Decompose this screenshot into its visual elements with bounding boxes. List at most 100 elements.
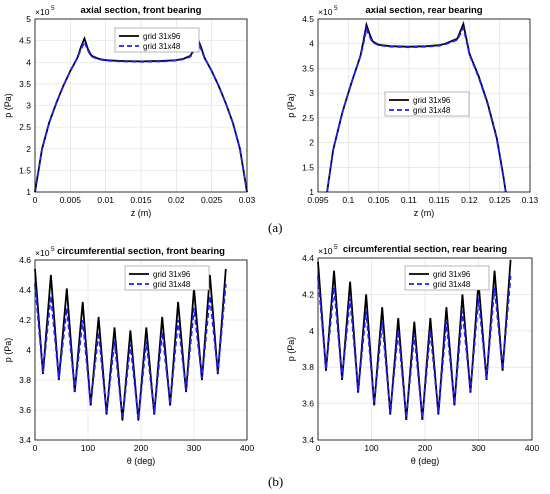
x-tick-label: 400 [240,443,254,453]
y-axis-label: p (Pa) [286,337,296,362]
legend-label-2: grid 31x48 [433,280,471,289]
x-tick-label: 0.005 [60,195,82,205]
x-tick-label: 0.125 [489,195,511,205]
axes-frame [317,18,531,193]
x-tick-label: 0.03 [239,195,256,205]
x-tick-label: 0 [33,195,38,205]
series-line-2 [326,25,507,193]
chart-2: 0.095 0.1 0.105 0.11 0.115 0.12 0.125 0.13 1 1.5 2… [286,5,539,218]
y-tick-label: 4.2 [302,289,314,299]
x-axis-label: z (m) [414,208,435,218]
x-tick-label: 0.02 [168,195,185,205]
x-tick-label: 0.13 [522,195,539,205]
y-tick-label: 2.5 [302,113,314,123]
x-axis-label: θ (deg) [127,456,156,466]
y-tick-label: 1.5 [19,165,31,175]
x-tick-label: 0.105 [368,195,390,205]
y-axis-label: p (Pa) [3,93,13,118]
axes-frame [34,18,248,193]
subfigure-label-b: (b) [268,474,284,489]
y-tick-label: 1 [309,187,314,197]
exponent-power: 5 [334,5,338,12]
y-tick-label: 3.4 [302,435,314,445]
y-tick-label: 4.6 [19,255,31,265]
x-tick-label: 200 [418,443,432,453]
legend-label-1: grid 31x96 [143,32,181,41]
legend-box [404,265,490,291]
exponent-label: ×10 [35,248,50,258]
x-tick-label: 200 [134,443,148,453]
series-line-2 [317,276,512,419]
series-line-2 [34,283,227,420]
y-tick-label: 1 [26,187,31,197]
chart-title: axial section, rear bearing [365,5,482,16]
subfigure-label-a: (a) [268,220,283,235]
y-tick-label: 4.5 [19,36,31,46]
chart-3: 0 100 200 300 400 3.4 3.6 3.8 4 4.2 4.4 4.6 circumfe… [3,246,254,466]
y-tick-label: 3.5 [302,63,314,73]
x-tick-label: 0.1 [342,195,354,205]
x-tick-label: 0.115 [429,195,450,205]
legend-box [124,265,210,291]
x-axis-label: z (m) [131,208,152,218]
chart-title: circumferential section, rear bearing [343,244,507,255]
y-tick-label: 3.6 [19,405,31,415]
exponent-label: ×10 [318,7,333,17]
axes-frame [34,259,248,441]
x-tick-label: 0.015 [130,195,152,205]
y-tick-label: 3 [26,101,31,111]
x-tick-label: 100 [81,443,95,453]
x-tick-label: 300 [471,443,485,453]
y-tick-label: 3.4 [19,435,31,445]
y-tick-label: 3 [309,88,314,98]
y-tick-label: 3.5 [19,79,31,89]
y-tick-label: 4 [309,326,314,336]
y-tick-label: 4.4 [19,285,31,295]
y-tick-label: 3.6 [302,399,314,409]
legend-label-2: grid 31x48 [153,280,191,289]
y-tick-label: 3.8 [302,362,314,372]
y-tick-label: 4.2 [19,315,31,325]
y-tick-label: 3.8 [19,375,31,385]
exponent-label: ×10 [35,7,50,17]
y-tick-label: 1.5 [302,162,314,172]
y-axis-label: p (Pa) [3,338,13,363]
x-tick-label: 0.025 [201,195,223,205]
x-tick-label: 0.01 [97,195,114,205]
exponent-label: ×10 [318,246,333,256]
x-tick-label: 0 [316,443,321,453]
legend-box [114,27,200,53]
chart-title: circumferential section, front bearing [57,246,225,257]
x-tick-label: 0.095 [307,195,329,205]
exponent-power: 5 [334,244,338,251]
y-tick-label: 4 [26,345,31,355]
x-tick-label: 0.12 [461,195,478,205]
y-tick-label: 4 [309,39,314,49]
chart-4: 0 100 200 300 400 3.4 3.6 3.8 4 4.2 4.4 circumferen… [286,244,539,466]
series-line-2 [34,39,248,193]
x-tick-label: 300 [187,443,201,453]
y-tick-label: 4.4 [302,253,314,263]
x-tick-label: 400 [525,443,539,453]
legend-label-1: grid 31x96 [153,270,191,279]
exponent-power: 5 [51,246,55,253]
y-axis-label: p (Pa) [286,93,296,118]
x-tick-label: 100 [364,443,378,453]
legend-label-2: grid 31x48 [413,106,451,115]
y-tick-label: 4 [26,57,31,67]
y-tick-label: 2 [309,138,314,148]
y-tick-label: 5 [26,14,31,24]
legend-label-1: grid 31x96 [413,96,451,105]
chart-title: axial section, front bearing [81,5,202,16]
y-tick-label: 2 [26,144,31,154]
axes-frame [317,257,533,441]
y-tick-label: 4.5 [302,14,314,24]
exponent-power: 5 [51,5,55,12]
legend-box [384,91,470,117]
x-axis-label: θ (deg) [411,456,440,466]
